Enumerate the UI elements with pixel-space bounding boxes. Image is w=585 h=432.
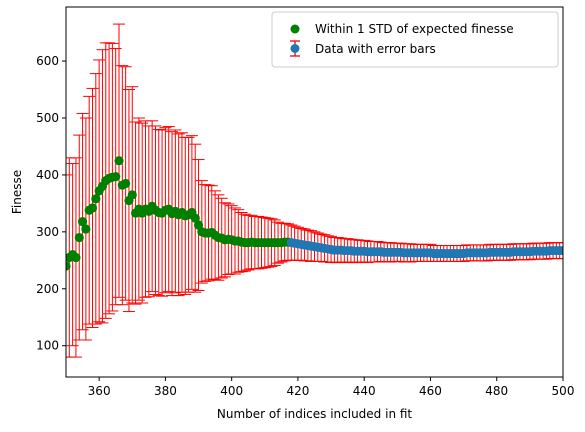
points-group <box>66 156 563 271</box>
data-point-within-std <box>91 194 101 204</box>
data-point-within-std <box>74 232 84 243</box>
y-tick-label: 100 <box>36 339 59 353</box>
y-tick-label: 300 <box>36 225 59 239</box>
data-point-within-std <box>127 190 137 200</box>
plot-area <box>66 23 563 358</box>
y-tick-label: 600 <box>36 54 59 68</box>
x-axis-title: Number of indices included in fit <box>217 407 413 421</box>
x-axis: 360 380 400 420 440 460 480 500 <box>88 377 575 398</box>
data-point-within-std <box>77 217 88 227</box>
data-point-within-std <box>81 224 91 234</box>
y-tick-label: 400 <box>36 168 59 182</box>
x-tick-label: 500 <box>552 384 575 398</box>
data-point-within-std <box>66 261 71 271</box>
data-point-within-std <box>71 252 81 263</box>
x-tick-label: 460 <box>419 384 442 398</box>
x-tick-label: 380 <box>154 384 177 398</box>
x-tick-label: 420 <box>286 384 309 398</box>
legend-marker-data <box>290 40 300 57</box>
x-tick-label: 360 <box>88 384 111 398</box>
legend-label-within-std: Within 1 STD of expected finesse <box>315 22 514 36</box>
errorbar <box>557 242 563 260</box>
x-tick-label: 440 <box>353 384 376 398</box>
y-axis: 100 200 300 400 500 600 <box>36 54 66 353</box>
data-point-within-std <box>114 156 124 166</box>
data-point <box>558 246 563 256</box>
data-point-within-std <box>121 178 131 189</box>
data-point-within-std <box>87 203 98 213</box>
data-point-within-std <box>190 213 200 223</box>
y-tick-label: 500 <box>36 111 59 125</box>
legend-label-data: Data with error bars <box>315 42 436 56</box>
legend-box <box>271 11 559 68</box>
x-tick-label: 400 <box>220 384 243 398</box>
axes-frame <box>65 6 564 378</box>
data-point-within-std <box>193 220 204 230</box>
legend-marker-within-std <box>290 24 300 34</box>
x-tick-label: 480 <box>485 384 508 398</box>
y-tick-label: 200 <box>36 282 59 296</box>
legend: Within 1 STD of expected finesse Data wi… <box>271 11 559 68</box>
data-point-within-std <box>111 172 121 182</box>
y-axis-title: Finesse <box>10 170 24 214</box>
